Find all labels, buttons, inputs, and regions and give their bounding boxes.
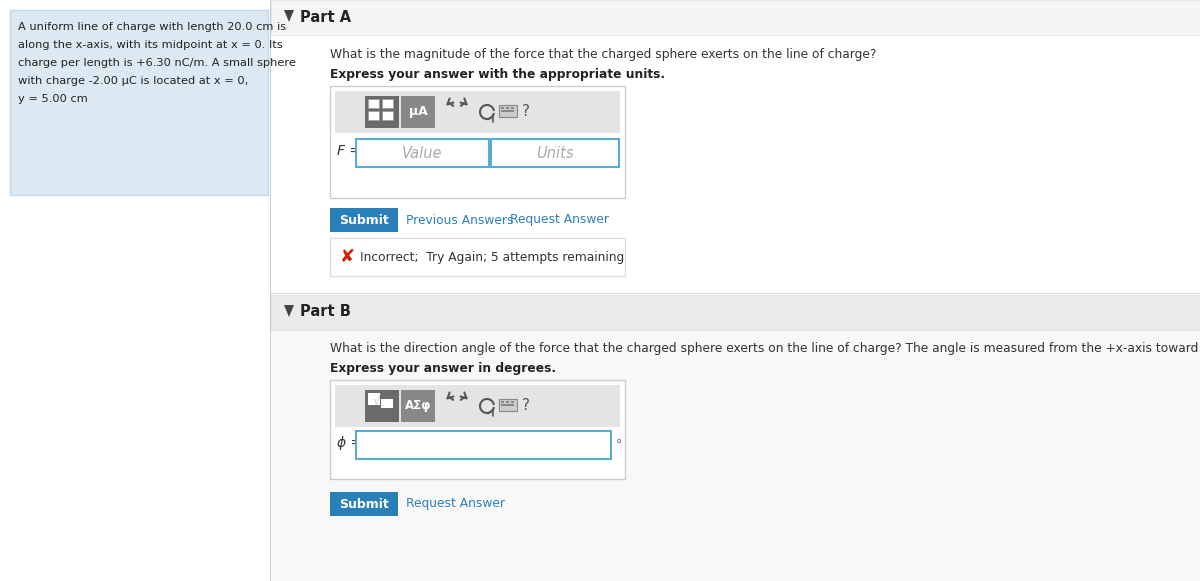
Text: °: ° <box>616 439 623 451</box>
Text: Units: Units <box>536 145 574 160</box>
Bar <box>271 293 1200 294</box>
Bar <box>511 107 514 109</box>
Bar <box>502 110 514 112</box>
Bar <box>356 431 611 459</box>
Text: Value: Value <box>402 145 443 160</box>
Bar <box>330 86 625 198</box>
Text: F =: F = <box>337 144 361 158</box>
Bar <box>335 385 620 427</box>
Bar <box>499 105 517 117</box>
Text: ✘: ✘ <box>340 248 354 266</box>
Text: ?: ? <box>522 105 530 120</box>
Text: Previous Answers: Previous Answers <box>406 213 514 227</box>
Bar <box>506 107 509 109</box>
Bar <box>368 99 379 108</box>
Bar <box>271 293 1200 581</box>
Bar <box>499 399 517 411</box>
Bar <box>10 10 268 195</box>
Text: Express your answer in degrees.: Express your answer in degrees. <box>330 362 556 375</box>
Bar <box>271 0 1200 35</box>
Text: Request Answer: Request Answer <box>406 497 505 511</box>
Bar <box>491 139 619 167</box>
Text: ΑΣφ: ΑΣφ <box>404 400 431 413</box>
Text: ?: ? <box>522 399 530 414</box>
Polygon shape <box>284 305 294 317</box>
Bar <box>365 390 398 422</box>
Text: Incorrect;  Try Again; 5 attempts remaining: Incorrect; Try Again; 5 attempts remaini… <box>360 250 624 264</box>
Bar <box>368 393 380 405</box>
Bar <box>511 401 514 403</box>
Bar <box>382 99 394 108</box>
Text: What is the direction angle of the force that the charged sphere exerts on the l: What is the direction angle of the force… <box>330 342 1200 355</box>
Bar <box>335 91 620 133</box>
Bar <box>506 401 509 403</box>
Bar <box>401 96 436 128</box>
Text: Part B: Part B <box>300 304 350 320</box>
Text: μA: μA <box>409 106 427 119</box>
Text: Submit: Submit <box>340 497 389 511</box>
Text: Submit: Submit <box>340 213 389 227</box>
Text: ϕ =: ϕ = <box>337 436 362 450</box>
Bar <box>382 399 394 408</box>
Text: A uniform line of charge with length 20.0 cm is: A uniform line of charge with length 20.… <box>18 22 286 32</box>
Bar <box>365 96 398 128</box>
Bar <box>502 404 514 406</box>
Bar <box>330 238 625 276</box>
Bar <box>330 380 625 479</box>
Text: charge per length is +6.30 nC/m. A small sphere: charge per length is +6.30 nC/m. A small… <box>18 58 296 68</box>
Bar <box>502 107 504 109</box>
Text: Express your answer with the appropriate units.: Express your answer with the appropriate… <box>330 68 665 81</box>
Bar <box>382 111 394 120</box>
Bar <box>368 111 379 120</box>
Text: Part A: Part A <box>300 9 352 24</box>
Bar <box>356 139 490 167</box>
Text: √: √ <box>373 394 382 407</box>
Bar <box>330 208 398 232</box>
Text: along the x-axis, with its midpoint at x = 0. Its: along the x-axis, with its midpoint at x… <box>18 40 283 50</box>
Bar <box>401 390 436 422</box>
Bar <box>330 492 398 516</box>
Text: with charge -2.00 μC is located at x = 0,: with charge -2.00 μC is located at x = 0… <box>18 76 248 86</box>
Bar <box>502 401 504 403</box>
Bar <box>271 295 1200 330</box>
Polygon shape <box>284 10 294 22</box>
Text: Request Answer: Request Answer <box>510 213 610 227</box>
Text: y = 5.00 cm: y = 5.00 cm <box>18 94 88 104</box>
Text: What is the magnitude of the force that the charged sphere exerts on the line of: What is the magnitude of the force that … <box>330 48 876 61</box>
